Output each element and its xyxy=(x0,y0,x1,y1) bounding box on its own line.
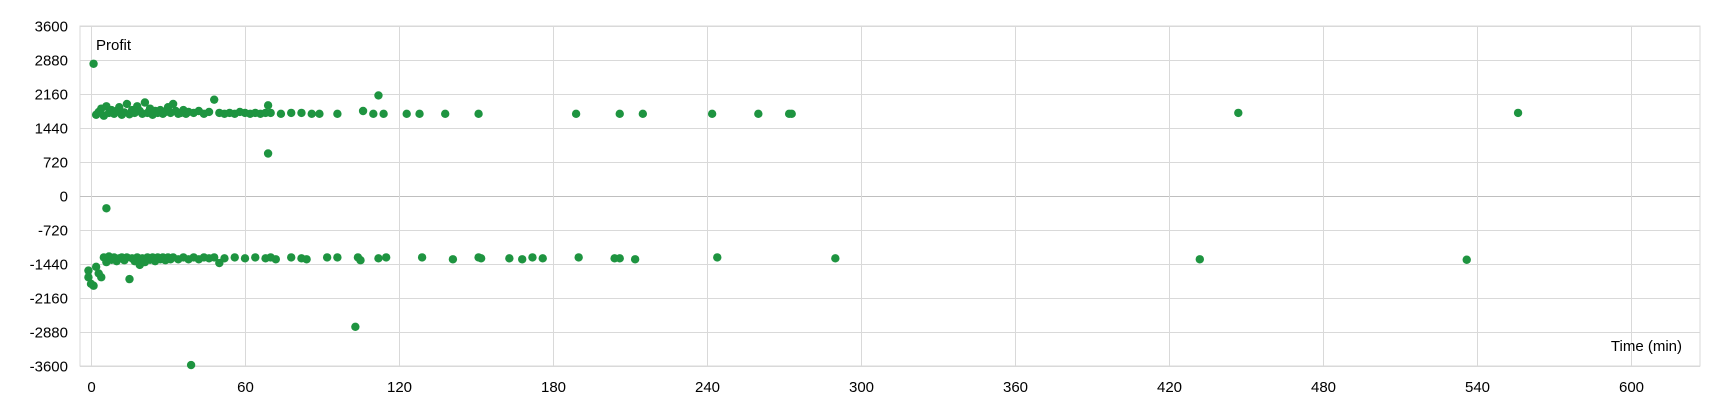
data-point xyxy=(374,254,383,263)
data-point xyxy=(754,109,763,119)
y-tick-label: -720 xyxy=(38,223,68,240)
data-point xyxy=(91,262,101,272)
y-tick-label: 3600 xyxy=(35,19,68,36)
data-point xyxy=(89,59,98,68)
data-point xyxy=(122,99,132,109)
x-tick-label: 360 xyxy=(1003,379,1028,396)
data-point xyxy=(125,274,134,284)
data-point xyxy=(448,255,458,264)
data-point xyxy=(186,360,196,370)
data-point xyxy=(1513,108,1523,118)
data-point xyxy=(89,281,98,290)
data-point xyxy=(787,109,796,119)
data-point xyxy=(415,109,424,119)
tick-labels: 36002880216014407200-720-1440-2160-2880-… xyxy=(30,19,1644,397)
data-point xyxy=(713,253,722,262)
data-point xyxy=(571,109,581,119)
data-point xyxy=(263,149,273,158)
x-tick-label: 480 xyxy=(1311,379,1336,396)
data-point xyxy=(297,108,306,118)
data-point xyxy=(204,107,214,117)
data-point xyxy=(707,109,717,119)
y-tick-label: 0 xyxy=(60,189,68,206)
data-point xyxy=(333,253,342,262)
data-point xyxy=(333,109,342,119)
data-point xyxy=(115,103,124,112)
data-point xyxy=(474,109,483,119)
grid-lines xyxy=(79,25,1701,367)
data-point xyxy=(271,255,280,264)
data-point xyxy=(220,254,229,263)
y-tick-label: 2880 xyxy=(35,53,68,70)
data-point xyxy=(307,109,316,119)
y-tick-label: -2880 xyxy=(30,325,68,342)
data-points xyxy=(84,59,1523,370)
x-tick-label: 60 xyxy=(237,379,254,396)
data-point xyxy=(381,253,391,262)
data-point xyxy=(322,253,332,262)
y-tick-label: 720 xyxy=(43,155,68,172)
data-point xyxy=(441,109,450,119)
y-tick-label: 2160 xyxy=(35,87,68,104)
data-point xyxy=(1462,255,1471,264)
y-tick-label: -2160 xyxy=(30,291,68,308)
data-point xyxy=(230,253,239,262)
data-point xyxy=(369,109,378,119)
x-tick-label: 540 xyxy=(1465,379,1490,396)
data-point xyxy=(417,253,427,262)
y-tick-label: -1440 xyxy=(30,257,68,274)
data-point xyxy=(831,254,840,263)
data-point xyxy=(84,273,93,282)
data-point xyxy=(263,101,273,110)
data-point xyxy=(315,109,324,119)
x-tick-label: 300 xyxy=(849,379,874,396)
x-tick-label: 180 xyxy=(541,379,566,396)
data-point xyxy=(528,253,537,262)
data-point xyxy=(97,273,106,282)
x-tick-label: 240 xyxy=(695,379,720,396)
data-point xyxy=(1195,255,1205,264)
data-point xyxy=(638,109,648,119)
data-point xyxy=(476,254,486,263)
data-point xyxy=(402,109,411,119)
data-point xyxy=(374,91,383,100)
data-point xyxy=(84,266,93,275)
data-point xyxy=(276,109,286,119)
x-tick-label: 120 xyxy=(387,379,412,396)
data-point xyxy=(210,253,219,262)
data-point xyxy=(102,204,111,213)
x-tick-label: 420 xyxy=(1157,379,1182,396)
data-point xyxy=(140,98,150,107)
data-point xyxy=(240,254,250,263)
data-point xyxy=(287,108,296,118)
x-tick-label: 600 xyxy=(1619,379,1644,396)
data-point xyxy=(302,255,311,264)
data-point xyxy=(574,253,583,262)
data-point xyxy=(356,256,365,265)
x-axis-title: Time (min) xyxy=(1611,338,1682,355)
data-point xyxy=(615,109,624,119)
data-point xyxy=(379,109,388,119)
data-point xyxy=(168,99,178,109)
data-point xyxy=(251,253,260,262)
data-point xyxy=(266,108,275,118)
y-tick-label: -3600 xyxy=(30,359,68,376)
y-tick-label: 1440 xyxy=(35,121,68,138)
data-point xyxy=(358,106,368,116)
y-axis-title: Profit xyxy=(96,37,132,54)
data-point xyxy=(518,255,527,264)
data-point xyxy=(538,254,547,263)
data-point xyxy=(287,253,296,262)
data-point xyxy=(210,95,219,104)
data-point xyxy=(615,254,624,263)
data-point xyxy=(351,322,360,332)
data-point xyxy=(505,254,514,263)
x-tick-label: 0 xyxy=(87,379,95,396)
data-point xyxy=(630,255,640,264)
data-point xyxy=(1234,108,1243,118)
